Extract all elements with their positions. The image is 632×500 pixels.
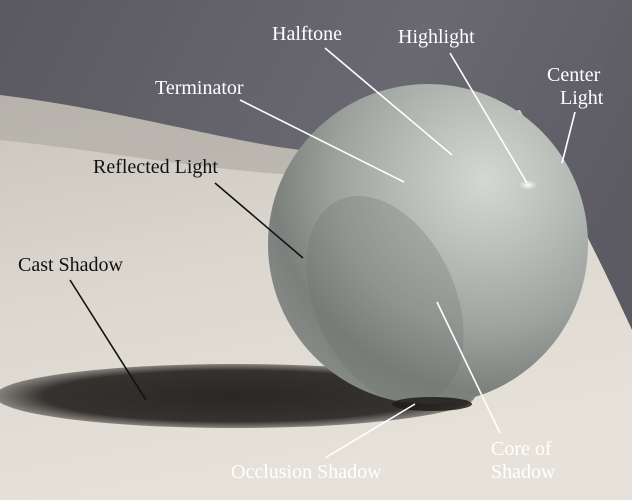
leader-terminator (239, 99, 405, 183)
label-reflected-light: Reflected Light (93, 156, 218, 178)
leader-highlight (449, 52, 528, 184)
leader-center-light (561, 111, 576, 164)
label-cast-shadow: Cast Shadow (18, 254, 124, 276)
leader-occlusion-shadow (324, 403, 416, 459)
label-occlusion-shadow: Occlusion Shadow (231, 461, 382, 483)
sphere (268, 84, 588, 404)
table-shadow-band (0, 95, 300, 175)
leader-cast-shadow (69, 279, 147, 401)
leader-reflected-light (214, 182, 304, 259)
occlusion-shadow-shape (392, 397, 472, 411)
label-halftone: Halftone (272, 23, 342, 45)
core-shadow-band (306, 196, 464, 404)
highlight-spot (519, 180, 537, 190)
label-center-light-line1: Center (547, 64, 601, 86)
label-center-light-line2: Light (560, 87, 604, 109)
label-core-of-shadow-line1: Core of (491, 438, 552, 460)
label-terminator: Terminator (155, 77, 244, 99)
label-core-of-shadow-line2: Shadow (491, 461, 556, 483)
leader-halftone (324, 47, 453, 156)
leader-core-of-shadow (436, 301, 501, 434)
label-highlight: Highlight (398, 26, 475, 48)
